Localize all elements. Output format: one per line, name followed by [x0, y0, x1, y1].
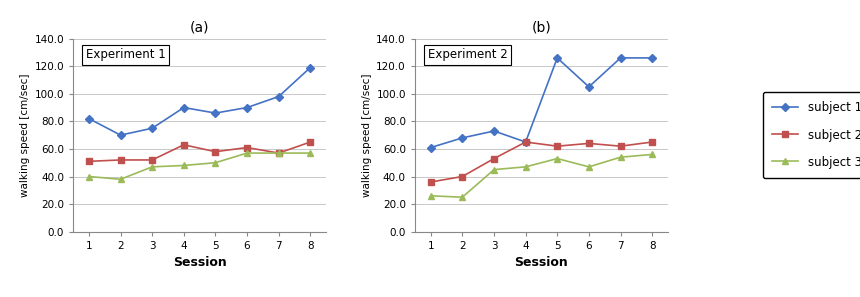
Title: (b): (b) [531, 21, 551, 35]
Text: Experiment 1: Experiment 1 [86, 48, 165, 61]
Y-axis label: walking speed [cm/sec]: walking speed [cm/sec] [362, 73, 372, 197]
Y-axis label: walking speed [cm/sec]: walking speed [cm/sec] [21, 73, 30, 197]
Text: Experiment 2: Experiment 2 [427, 48, 507, 61]
Title: (a): (a) [190, 21, 209, 35]
Legend: subject 1, subject 2, subject 3: subject 1, subject 2, subject 3 [763, 92, 860, 178]
X-axis label: Session: Session [514, 256, 568, 269]
X-axis label: Session: Session [173, 256, 226, 269]
